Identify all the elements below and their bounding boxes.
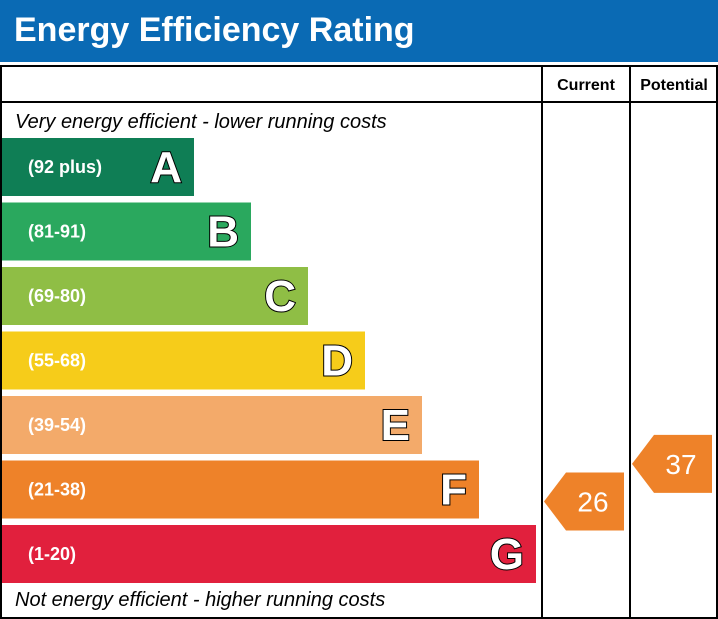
band-bar-f: [2, 460, 479, 519]
band-f: (21-38) F: [2, 460, 479, 519]
band-range-a: (92 plus): [28, 157, 102, 177]
band-range-f: (21-38): [28, 480, 86, 500]
potential-rating-value: 37: [665, 449, 696, 480]
band-range-d: (55-68): [28, 351, 86, 371]
band-range-c: (69-80): [28, 286, 86, 306]
band-bar-b: [2, 202, 251, 261]
potential-rating-arrow: [632, 434, 712, 493]
potential-rating-marker: 37: [632, 434, 712, 493]
band-letter-f: F: [440, 466, 467, 515]
chart-frame: [0, 65, 718, 619]
band-bar-e: [2, 396, 422, 454]
band-letter-c: C: [264, 272, 296, 321]
rating-markers: 26 37: [544, 434, 712, 531]
band-range-e: (39-54): [28, 415, 86, 435]
title-bar: Energy Efficiency Rating: [0, 0, 718, 62]
band-bar-c: [2, 267, 308, 325]
band-bar-d: [2, 331, 365, 390]
band-letter-d: D: [321, 337, 353, 386]
current-rating-value: 26: [577, 486, 608, 517]
band-letter-b: B: [207, 208, 239, 257]
current-rating-arrow: [544, 472, 624, 531]
band-b: (81-91) B: [2, 202, 251, 261]
current-rating-marker: 26: [544, 472, 624, 531]
current-column-header: Current: [557, 77, 615, 94]
band-a: (92 plus) A: [2, 138, 194, 196]
top-note: Very energy efficient - lower running co…: [15, 111, 387, 133]
chart-title: Energy Efficiency Rating: [14, 11, 415, 49]
band-d: (55-68) D: [2, 331, 365, 390]
band-range-g: (1-20): [28, 544, 76, 564]
band-bar-a: [2, 138, 194, 196]
band-g: (1-20) G: [2, 525, 536, 583]
band-letter-a: A: [150, 143, 182, 192]
rating-bands: (92 plus) A (81-91) B (69-80) C (55-68) D (39-54…: [2, 138, 536, 583]
band-range-b: (81-91): [28, 222, 86, 242]
band-c: (69-80) C: [2, 267, 308, 325]
band-e: (39-54) E: [2, 396, 422, 454]
band-letter-g: G: [490, 530, 524, 579]
band-letter-e: E: [381, 401, 410, 450]
bottom-note: Not energy efficient - higher running co…: [15, 589, 385, 611]
potential-column-header: Potential: [640, 77, 708, 94]
band-bar-g: [2, 525, 536, 583]
